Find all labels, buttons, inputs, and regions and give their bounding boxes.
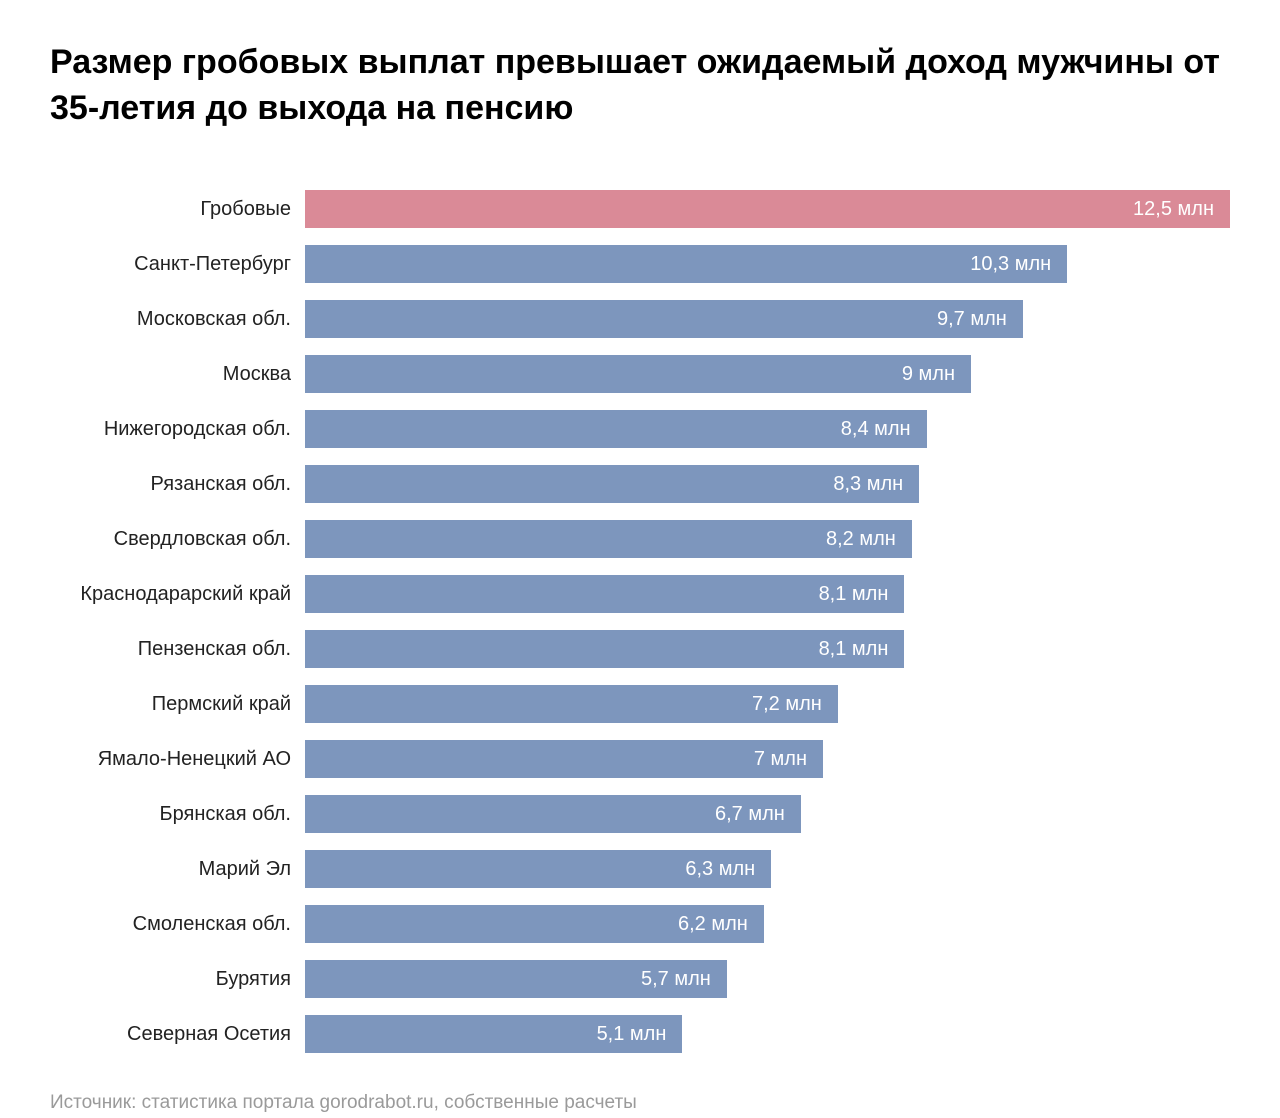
bar-fill: 5,7 млн (305, 960, 727, 998)
bar-fill: 7,2 млн (305, 685, 838, 723)
bar-row: Бурятия 5,7 млн (50, 952, 1230, 1007)
bar-label: Москва (50, 363, 305, 386)
bar-fill: 5,1 млн (305, 1015, 682, 1053)
bar-row: Брянская обл. 6,7 млн (50, 787, 1230, 842)
bar-track: 8,3 млн (305, 465, 1230, 503)
bar-track: 5,7 млн (305, 960, 1230, 998)
bar-fill: 12,5 млн (305, 190, 1230, 228)
bar-fill: 8,4 млн (305, 410, 927, 448)
bar-track: 6,2 млн (305, 905, 1230, 943)
bar-fill: 6,2 млн (305, 905, 764, 943)
bar-row: Санкт-Петербург 10,3 млн (50, 237, 1230, 292)
bar-label: Бурятия (50, 968, 305, 991)
bar-track: 9 млн (305, 355, 1230, 393)
bar-row: Смоленская обл. 6,2 млн (50, 897, 1230, 952)
bar-value: 7 млн (754, 748, 807, 771)
bar-fill: 6,3 млн (305, 850, 771, 888)
bar-label: Московская обл. (50, 308, 305, 331)
bar-value: 10,3 млн (970, 253, 1051, 276)
bar-fill: 8,2 млн (305, 520, 912, 558)
bar-fill: 9 млн (305, 355, 971, 393)
source-note: Источник: статистика портала gorodrabot.… (50, 1092, 1230, 1114)
bar-row: Ямало-Ненецкий АО 7 млн (50, 732, 1230, 787)
bar-chart: Гробовые 12,5 млн Санкт-Петербург 10,3 млн М… (50, 182, 1230, 1062)
bar-row: Москва 9 млн (50, 347, 1230, 402)
bar-label: Ямало-Ненецкий АО (50, 748, 305, 771)
bar-fill: 7 млн (305, 740, 823, 778)
bar-value: 6,2 млн (678, 913, 748, 936)
bar-value: 9 млн (902, 363, 955, 386)
bar-track: 7,2 млн (305, 685, 1230, 723)
bar-label: Санкт-Петербург (50, 253, 305, 276)
bar-track: 6,7 млн (305, 795, 1230, 833)
bar-track: 9,7 млн (305, 300, 1230, 338)
bar-label: Краснодарарский край (50, 583, 305, 606)
bar-row: Марий Эл 6,3 млн (50, 842, 1230, 897)
bar-track: 7 млн (305, 740, 1230, 778)
bar-track: 8,1 млн (305, 575, 1230, 613)
bar-label: Пермский край (50, 693, 305, 716)
bar-track: 6,3 млн (305, 850, 1230, 888)
bar-value: 12,5 млн (1133, 198, 1214, 221)
bar-label: Марий Эл (50, 858, 305, 881)
bar-track: 12,5 млн (305, 190, 1230, 228)
bar-value: 9,7 млн (937, 308, 1007, 331)
bar-fill: 6,7 млн (305, 795, 801, 833)
bar-fill: 8,1 млн (305, 575, 904, 613)
bar-track: 5,1 млн (305, 1015, 1230, 1053)
bar-value: 8,1 млн (819, 583, 889, 606)
bar-label: Смоленская обл. (50, 913, 305, 936)
bar-value: 5,7 млн (641, 968, 711, 991)
bar-label: Пензенская обл. (50, 638, 305, 661)
bar-value: 6,3 млн (685, 858, 755, 881)
bar-track: 8,2 млн (305, 520, 1230, 558)
bar-row: Гробовые 12,5 млн (50, 182, 1230, 237)
bar-value: 8,4 млн (841, 418, 911, 441)
bar-row: Московская обл. 9,7 млн (50, 292, 1230, 347)
bar-label: Рязанская обл. (50, 473, 305, 496)
bar-row: Свердловская обл. 8,2 млн (50, 512, 1230, 567)
bar-row: Рязанская обл. 8,3 млн (50, 457, 1230, 512)
bar-label: Брянская обл. (50, 803, 305, 826)
bar-track: 8,4 млн (305, 410, 1230, 448)
bar-value: 8,1 млн (819, 638, 889, 661)
bar-fill: 10,3 млн (305, 245, 1067, 283)
bar-value: 7,2 млн (752, 693, 822, 716)
bar-fill: 8,3 млн (305, 465, 919, 503)
bar-value: 5,1 млн (597, 1023, 667, 1046)
bar-row: Краснодарарский край 8,1 млн (50, 567, 1230, 622)
bar-track: 8,1 млн (305, 630, 1230, 668)
bar-label: Северная Осетия (50, 1023, 305, 1046)
bar-value: 8,3 млн (833, 473, 903, 496)
bar-row: Нижегородская обл. 8,4 млн (50, 402, 1230, 457)
bar-label: Свердловская обл. (50, 528, 305, 551)
bar-row: Пермский край 7,2 млн (50, 677, 1230, 732)
bar-fill: 9,7 млн (305, 300, 1023, 338)
bar-value: 8,2 млн (826, 528, 896, 551)
bar-label: Нижегородская обл. (50, 418, 305, 441)
bar-row: Северная Осетия 5,1 млн (50, 1007, 1230, 1062)
bar-label: Гробовые (50, 198, 305, 221)
bar-row: Пензенская обл. 8,1 млн (50, 622, 1230, 677)
bar-value: 6,7 млн (715, 803, 785, 826)
chart-title: Размер гробовых выплат превышает ожидаем… (50, 40, 1230, 132)
bar-fill: 8,1 млн (305, 630, 904, 668)
bar-track: 10,3 млн (305, 245, 1230, 283)
